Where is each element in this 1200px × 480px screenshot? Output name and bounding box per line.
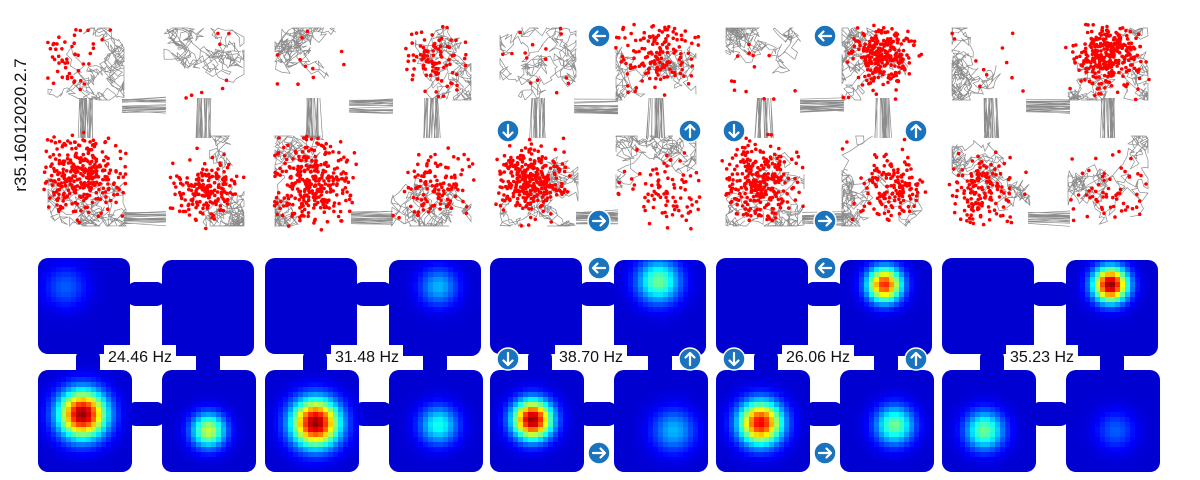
arrow-down-icon [722,119,746,143]
panel-1 [38,27,256,472]
panel-4 [716,23,934,472]
spike-dots [272,24,476,232]
trajectory-plot [47,27,245,227]
arrow-up-icon [904,119,928,143]
firing-rate-label: 31.48 Hz [331,345,404,370]
panel-2 [265,24,483,472]
spike-dots [947,22,1151,227]
panel-3 [490,22,708,472]
firing-rate-label: 38.70 Hz [555,345,628,370]
arrow-up-icon [678,119,702,143]
arrow-left-icon [587,256,611,280]
arrow-left-icon [587,24,611,48]
arrow-down-icon [496,347,520,371]
arrow-right-icon [813,209,837,233]
trajectory-plot [273,26,472,228]
spike-dots [494,22,702,231]
trajectory-plot [951,27,1149,227]
panel-5 [942,22,1160,472]
arrow-left-icon [813,24,837,48]
firing-rate-label: 35.23 Hz [1006,345,1079,370]
arrow-right-icon [587,209,611,233]
arrow-down-icon [496,119,520,143]
firing-rate-label: 26.06 Hz [782,345,855,370]
spike-dots [42,28,246,231]
rate-heatmap [265,258,483,472]
arrow-up-icon [904,347,928,371]
arrow-right-icon [813,441,837,465]
arrow-right-icon [587,441,611,465]
spike-dots [720,23,928,223]
arrow-down-icon [722,347,746,371]
arrow-up-icon [678,347,702,371]
firing-rate-label: 24.46 Hz [104,345,177,370]
arrow-left-icon [813,256,837,280]
